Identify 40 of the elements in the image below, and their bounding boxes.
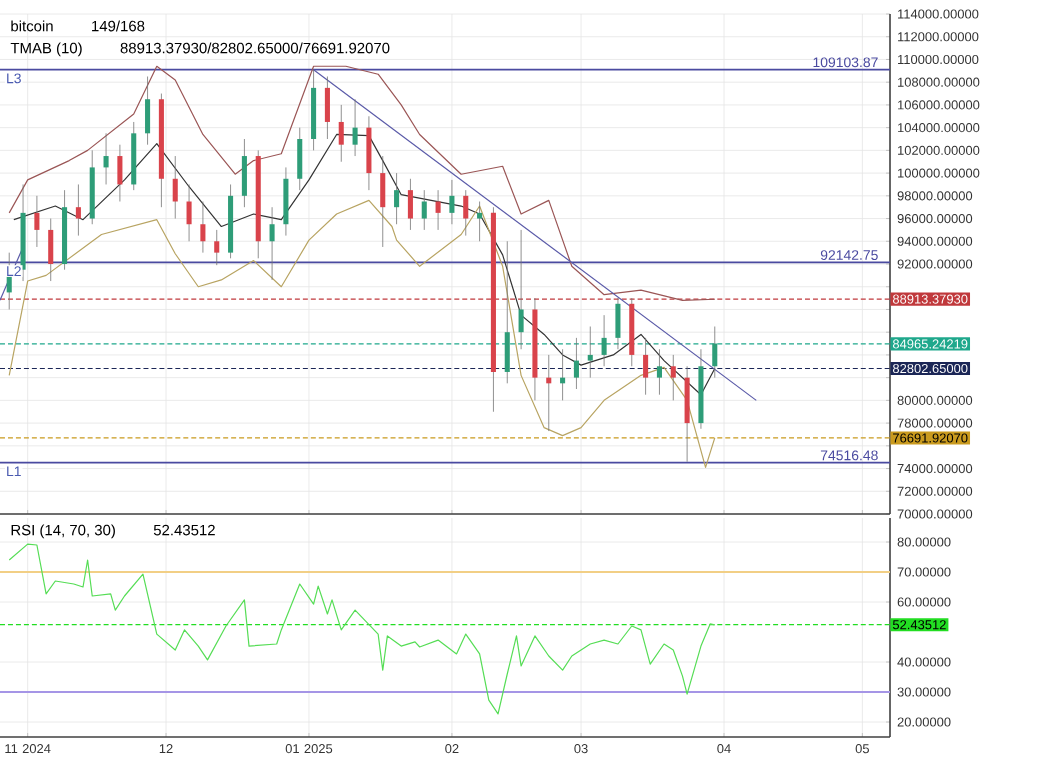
candlestick [380, 155, 386, 248]
candlestick [394, 172, 400, 225]
candlestick [366, 115, 372, 191]
candlestick [48, 218, 54, 282]
candlestick [324, 76, 330, 140]
candlestick [643, 337, 649, 396]
candlestick [269, 206, 275, 281]
candlestick [463, 189, 469, 236]
candlestick [117, 144, 123, 202]
candlestick [449, 179, 455, 225]
candlestick [518, 229, 524, 350]
candlestick [283, 167, 289, 236]
candlestick [435, 189, 441, 231]
candlestick [712, 326, 718, 379]
line-series [8, 543, 716, 715]
candlestick [241, 138, 247, 208]
candlestick [573, 337, 579, 390]
candlestick [297, 127, 303, 191]
candlestick [338, 104, 344, 163]
candlestick [587, 326, 593, 379]
candlestick [421, 189, 427, 231]
candlestick [172, 155, 178, 219]
candlestick [186, 184, 192, 242]
candlestick [103, 132, 109, 185]
candlestick [75, 184, 81, 236]
candlestick [615, 297, 621, 350]
candlestick [200, 201, 206, 254]
candlestick [214, 229, 220, 266]
candlestick [684, 365, 690, 463]
candlestick [504, 240, 510, 384]
candlestick [601, 314, 607, 367]
line-series [8, 65, 716, 301]
candlestick [670, 354, 676, 401]
candlestick [34, 195, 40, 248]
candlestick [656, 348, 662, 396]
candlestick [352, 98, 358, 157]
candlestick [477, 201, 483, 242]
candlestick [145, 76, 151, 146]
candlestick [407, 178, 413, 231]
line-series [8, 199, 716, 469]
